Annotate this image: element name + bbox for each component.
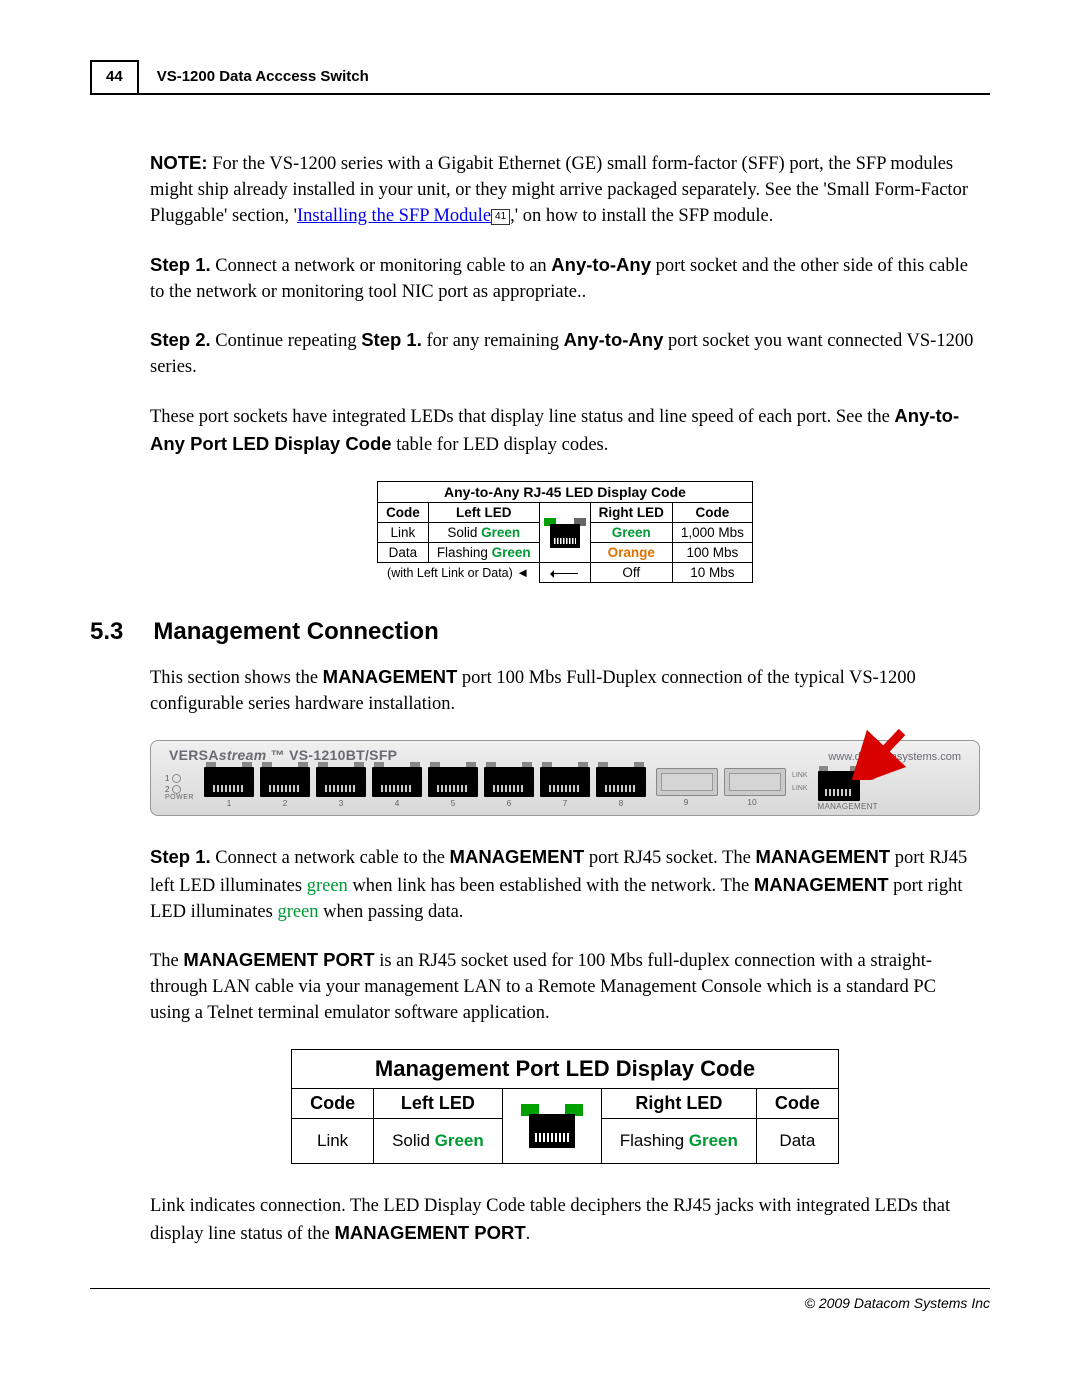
ref-number: 41 <box>491 209 510 225</box>
rj45-icon <box>544 518 586 548</box>
step-label: Step 1. <box>150 846 211 867</box>
step-label: Step 1. <box>150 254 211 275</box>
power-indicators: 1 2 <box>165 774 194 794</box>
final-paragraph: Link indicates connection. The LED Displ… <box>150 1194 980 1248</box>
section-heading: 5.3Management Connection <box>90 618 980 646</box>
page-header: 44 VS-1200 Data Acccess Switch <box>90 60 990 95</box>
step2-paragraph: Step 2. Continue repeating Step 1. for a… <box>150 327 980 381</box>
table-title: Management Port LED Display Code <box>292 1050 839 1089</box>
ports-paragraph: These port sockets have integrated LEDs … <box>150 403 980 459</box>
mgmt-led-table: Management Port LED Display Code Code Le… <box>291 1049 839 1164</box>
sfp-slot-group: LINK LINK 9 10 <box>656 768 808 807</box>
note-label: NOTE: <box>150 152 208 173</box>
table-title: Any-to-Any RJ-45 LED Display Code <box>378 482 753 503</box>
rj45-port-group <box>204 767 646 797</box>
page-number: 44 <box>90 60 139 93</box>
step-label: Step 2. <box>150 329 211 350</box>
note-paragraph: NOTE: For the VS-1200 series with a Giga… <box>150 150 980 230</box>
any-to-any-led-table: Any-to-Any RJ-45 LED Display Code Code L… <box>377 481 753 583</box>
rj45-icon <box>521 1104 583 1148</box>
step1-paragraph: Step 1. Connect a network or monitoring … <box>150 252 980 306</box>
port-numbers: 12345678 <box>204 798 646 808</box>
device-diagram: VERSAstream ™ VS-1210BT/SFP www.datacoms… <box>150 740 980 816</box>
header-title: VS-1200 Data Acccess Switch <box>139 60 990 93</box>
mgmt-port-paragraph: The MANAGEMENT PORT is an RJ45 socket us… <box>150 947 980 1027</box>
page-footer: © 2009 Datacom Systems Inc <box>90 1288 990 1311</box>
device-brand: VERSAstream ™ VS-1210BT/SFP <box>169 747 397 763</box>
install-sfp-link[interactable]: Installing the SFP Module <box>297 206 491 226</box>
table-row: (with Left Link or Data) ◄ Off 10 Mbs <box>378 563 753 583</box>
arrow-icon <box>852 728 912 780</box>
mgmt-intro-paragraph: This section shows the MANAGEMENT port 1… <box>150 664 980 718</box>
mgmt-step1-paragraph: Step 1. Connect a network cable to the M… <box>150 844 980 926</box>
